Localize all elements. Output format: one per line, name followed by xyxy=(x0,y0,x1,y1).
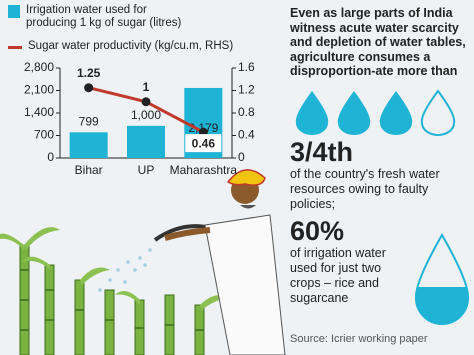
legend-label: Irrigation water used for producing 1 kg… xyxy=(26,4,182,29)
drops xyxy=(295,88,456,136)
legend-swatch xyxy=(8,46,22,49)
legend-label: Sugar water productivity (kg/cu.m, RHS) xyxy=(28,40,234,52)
legend-swatch xyxy=(8,5,20,18)
x-tick-label: Bihar xyxy=(75,163,103,177)
y2-tick-label: 0 xyxy=(238,150,245,164)
stat-text: of the country's fresh water resources o… xyxy=(290,166,440,211)
y2-tick-label: 0.4 xyxy=(238,128,255,142)
intro-text: Even as large parts of India witness acu… xyxy=(290,6,466,78)
line-value-label: 0.46 xyxy=(192,136,216,150)
y-tick-label: 2,100 xyxy=(24,83,54,97)
stat: 3/4th xyxy=(290,136,354,167)
source: Source: Icrier working paper xyxy=(290,333,428,345)
y-tick-label: 1,400 xyxy=(24,105,54,119)
y-tick-label: 700 xyxy=(34,128,54,142)
line-value-label: 1.25 xyxy=(77,66,101,80)
line-point xyxy=(84,83,94,93)
bar-value-label: 799 xyxy=(79,114,99,128)
y-tick-label: 2,800 xyxy=(24,60,54,74)
big-drop xyxy=(414,232,470,325)
y2-tick-label: 1.2 xyxy=(238,83,255,97)
x-tick-label: UP xyxy=(138,163,155,177)
x-tick-label: Maharashtra xyxy=(170,163,238,177)
line-value-label: 1 xyxy=(143,80,150,94)
y2-tick-label: 1.6 xyxy=(238,60,255,74)
side-panel: Even as large parts of India witness acu… xyxy=(290,6,470,306)
bar xyxy=(69,132,108,158)
stat: 60% xyxy=(290,215,345,246)
bar xyxy=(127,125,165,158)
line-point xyxy=(141,97,151,107)
y2-tick-label: 0.8 xyxy=(238,105,255,119)
y-tick-label: 0 xyxy=(47,150,54,164)
label-box xyxy=(185,134,222,153)
bar-value-label: 1,000 xyxy=(131,108,161,122)
illustration xyxy=(0,169,286,355)
stat-text: of irrigation water used for just two cr… xyxy=(290,245,386,305)
